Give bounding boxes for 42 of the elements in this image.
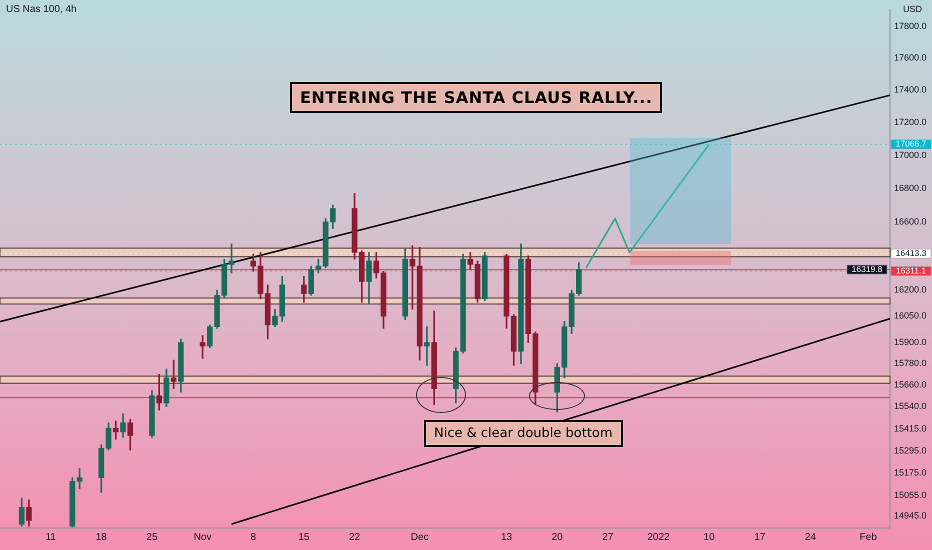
x-tick-label: 13 bbox=[500, 532, 513, 543]
y-tick-label: 14945.0 bbox=[894, 510, 927, 520]
x-tick-label: 8 bbox=[250, 532, 256, 543]
x-tick-label: 18 bbox=[96, 532, 108, 543]
ref-line-label: 17066.7 bbox=[896, 138, 927, 149]
ref-line-label: 16311.1 bbox=[896, 265, 926, 276]
ref-line-label: 16319.8 bbox=[852, 264, 883, 274]
y-tick-label: 17200.0 bbox=[894, 117, 927, 128]
y-tick-label: 16800.0 bbox=[894, 182, 927, 193]
chart-title: US Nas 100, 4h bbox=[6, 4, 77, 15]
x-tick-label: Nov bbox=[194, 532, 212, 543]
x-tick-label: 25 bbox=[146, 532, 158, 543]
y-tick-label: 17400.0 bbox=[894, 84, 927, 95]
y-tick-label: 16050.0 bbox=[894, 310, 927, 321]
y-tick-label: 15780.0 bbox=[894, 358, 927, 368]
ref-line-label: 16413.3 bbox=[896, 248, 927, 258]
x-tick-label: 27 bbox=[602, 532, 614, 543]
y-tick-label: 17000.0 bbox=[894, 150, 927, 160]
y-tick-label: 15540.0 bbox=[894, 401, 927, 412]
x-tick-label: 15 bbox=[298, 532, 310, 543]
x-tick-label: 11 bbox=[45, 532, 56, 543]
y-tick-label: 15295.0 bbox=[894, 446, 927, 456]
x-tick-label: 20 bbox=[552, 532, 564, 543]
x-tick-label: Feb bbox=[860, 532, 878, 543]
y-tick-label: 16200.0 bbox=[894, 284, 927, 295]
y-tick-label: 16600.0 bbox=[894, 216, 927, 226]
y-tick-label: 15415.0 bbox=[894, 424, 927, 434]
y-axis-title: USD bbox=[903, 4, 922, 14]
annotation: Nice & clear double bottom bbox=[424, 420, 623, 447]
x-tick-label: 10 bbox=[704, 532, 716, 543]
y-tick-label: 17600.0 bbox=[894, 52, 927, 63]
annotation: ENTERING THE SANTA CLAUS RALLY... bbox=[290, 82, 662, 113]
x-tick-label: 17 bbox=[754, 532, 766, 543]
y-tick-label: 17800.0 bbox=[894, 21, 927, 32]
y-tick-label: 15900.0 bbox=[894, 336, 927, 347]
x-tick-label: 2022 bbox=[647, 532, 670, 543]
y-tick-label: 15660.0 bbox=[894, 380, 927, 390]
x-tick-label: 22 bbox=[348, 532, 361, 543]
x-tick-label: Dec bbox=[410, 532, 429, 543]
y-tick-label: 15055.0 bbox=[894, 490, 927, 500]
y-tick-label: 15175.0 bbox=[894, 468, 927, 478]
x-tick-label: 24 bbox=[804, 532, 816, 543]
